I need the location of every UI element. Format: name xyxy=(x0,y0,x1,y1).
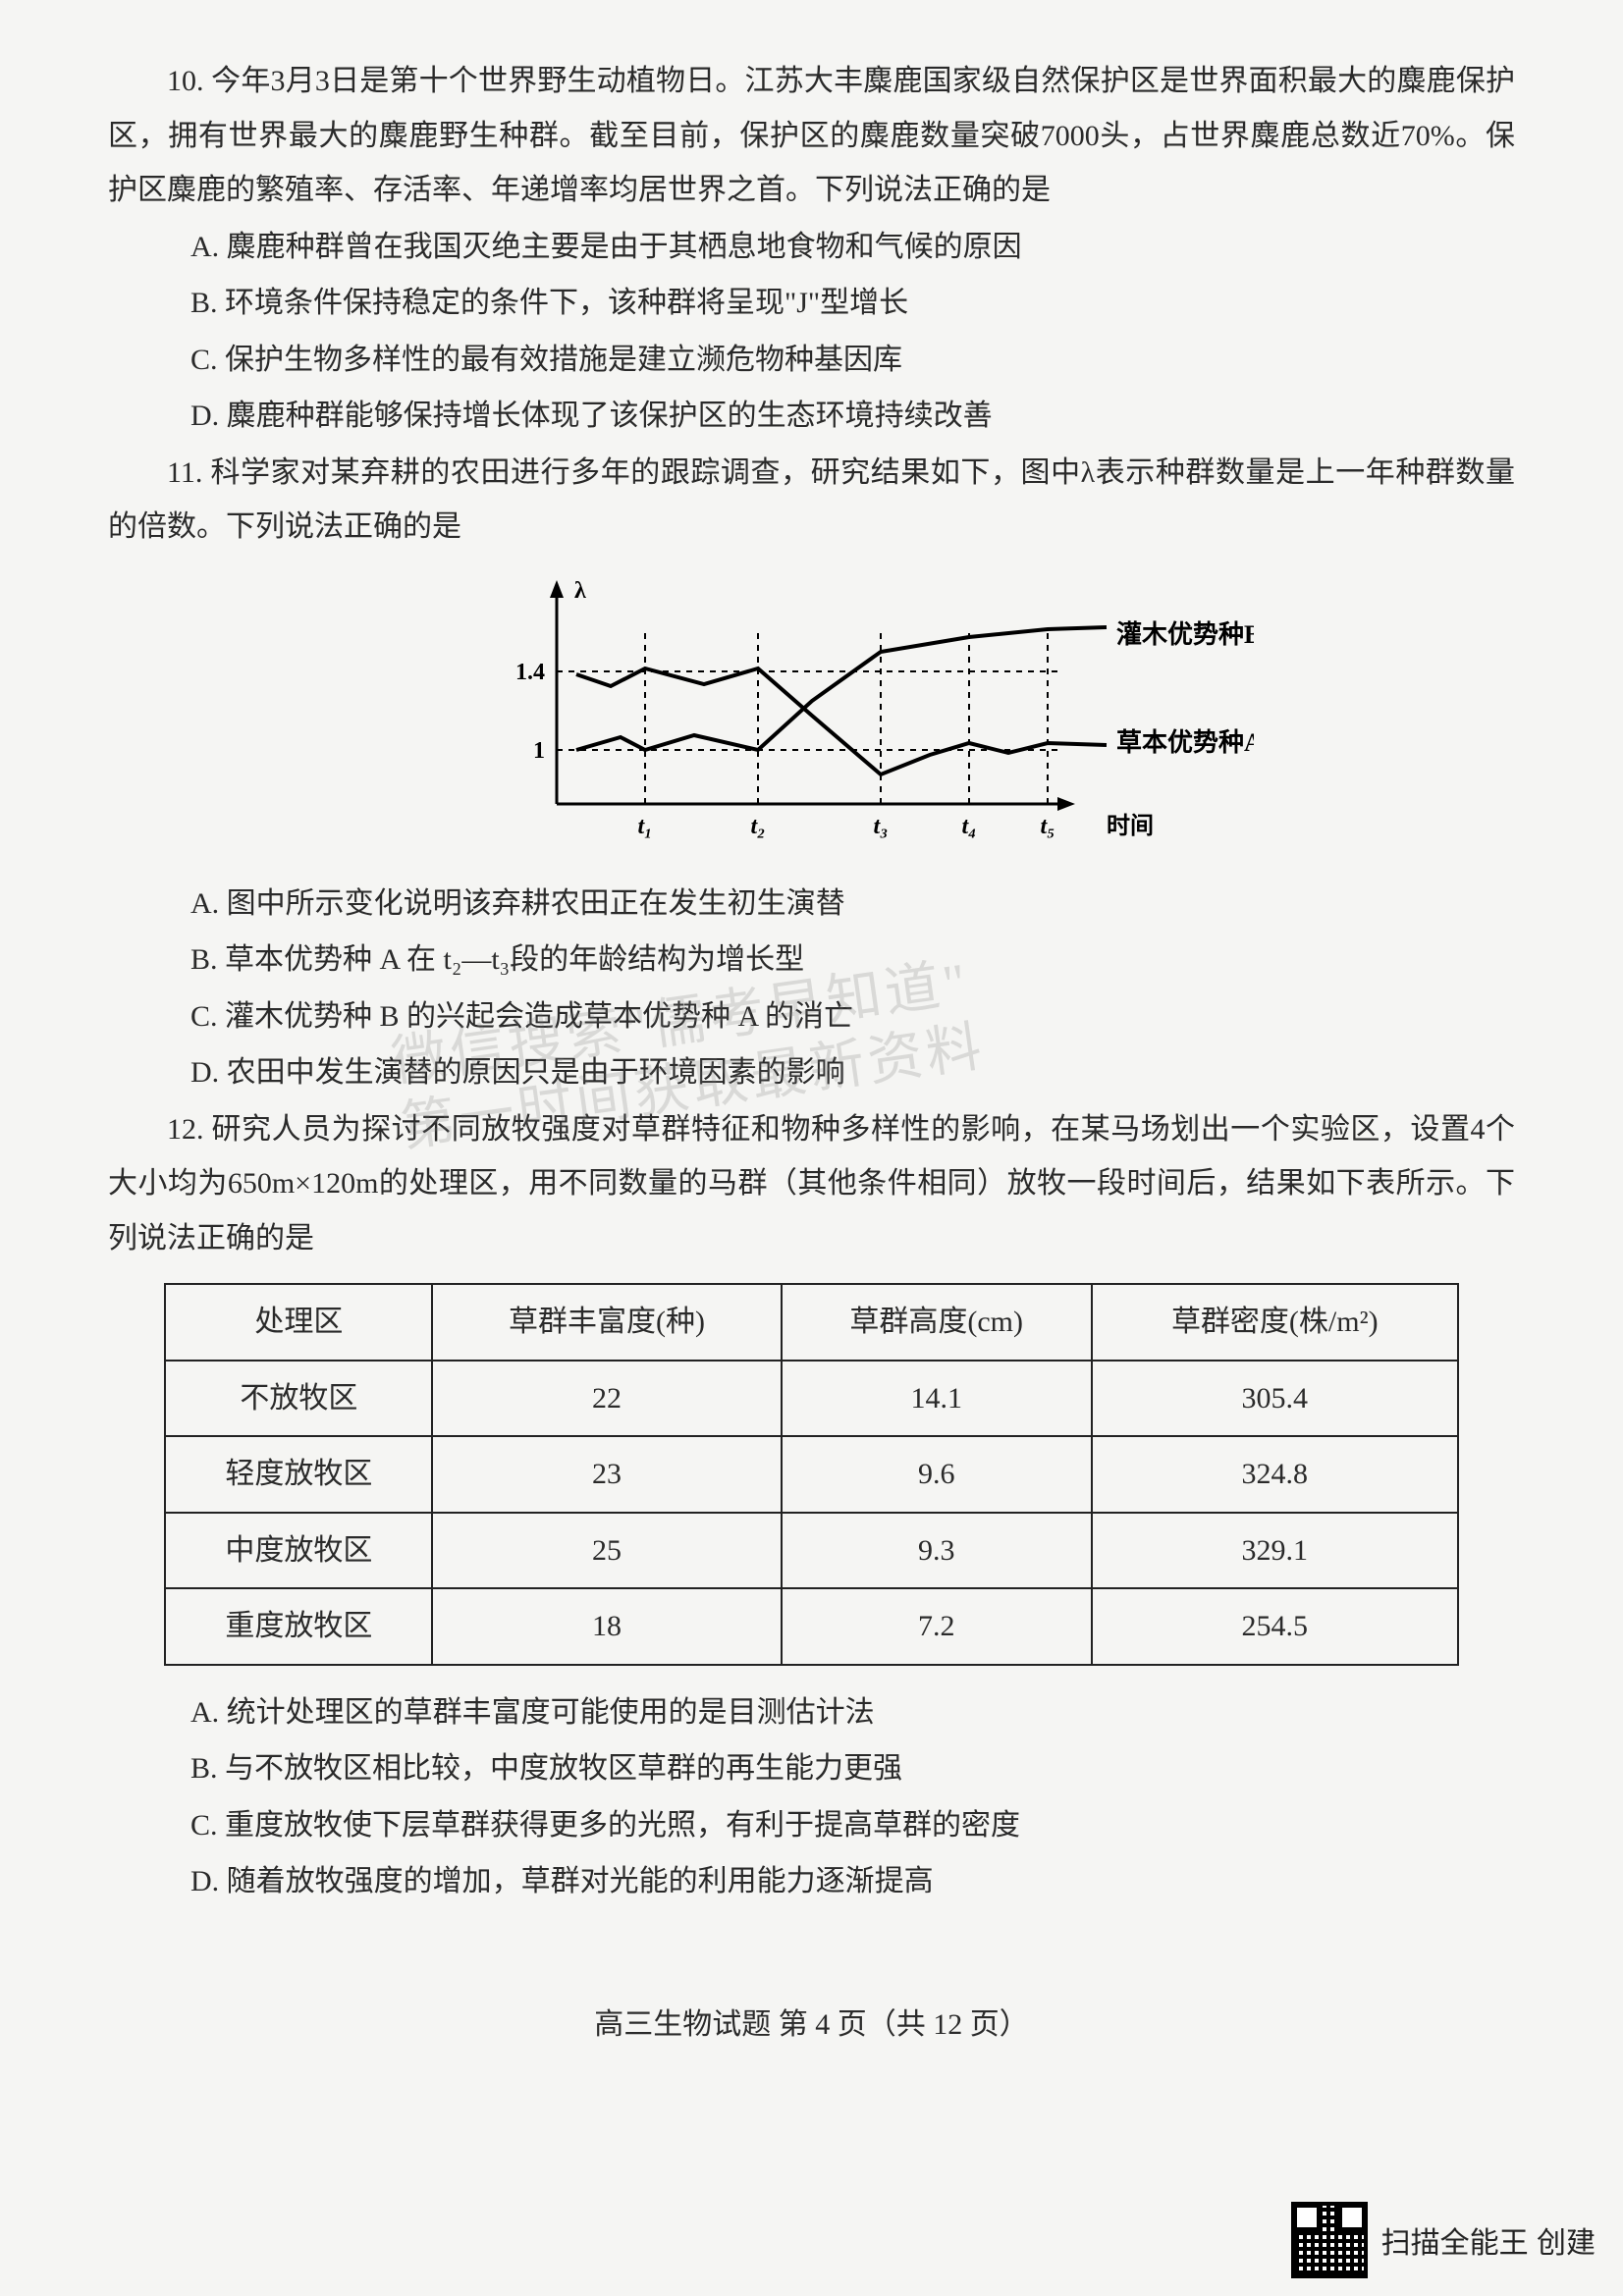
table-cell: 324.8 xyxy=(1092,1436,1458,1513)
q11-stem: 11. 科学家对某弃耕的农田进行多年的跟踪调查，研究结果如下，图中λ表示种群数量… xyxy=(108,446,1515,555)
q11-option-c: C. 灌木优势种 B 的兴起会造成草本优势种 A 的消亡 xyxy=(108,989,1515,1044)
q11-option-a: A. 图中所示变化说明该弃耕农田正在发生初生演替 xyxy=(108,877,1515,932)
table-row: 轻度放牧区239.6324.8 xyxy=(165,1436,1457,1513)
q12-option-b: B. 与不放牧区相比较，中度放牧区草群的再生能力更强 xyxy=(108,1741,1515,1796)
svg-text:t₁: t₁ xyxy=(637,814,652,839)
q11-chart-wrap: 1 1.4 λ t₁ t₂ t₃ t₄ t₅ 时间 灌木优势种B 草本优势种A xyxy=(108,568,1515,863)
svg-text:t₅: t₅ xyxy=(1040,814,1055,839)
table-row: 中度放牧区259.3329.1 xyxy=(165,1513,1457,1589)
table-cell: 22 xyxy=(432,1361,781,1437)
table-cell: 14.1 xyxy=(782,1361,1092,1437)
q12-option-c: C. 重度放牧使下层草群获得更多的光照，有利于提高草群的密度 xyxy=(108,1798,1515,1853)
page-footer: 高三生物试题 第 4 页（共 12 页） xyxy=(108,1998,1515,2053)
svg-text:λ: λ xyxy=(574,578,586,604)
chart-svg: 1 1.4 λ t₁ t₂ t₃ t₄ t₅ 时间 灌木优势种B 草本优势种A xyxy=(508,568,1254,863)
qr-label: 扫描全能王 创建 xyxy=(1381,2218,1596,2262)
q10-stem: 10. 今年3月3日是第十个世界野生动植物日。江苏大丰麋鹿国家级自然保护区是世界… xyxy=(108,54,1515,218)
table-cell: 254.5 xyxy=(1092,1588,1458,1665)
table-header-cell: 处理区 xyxy=(165,1284,432,1361)
q12-table: 处理区草群丰富度(种)草群高度(cm)草群密度(株/m²) 不放牧区2214.1… xyxy=(164,1283,1458,1666)
svg-text:t₄: t₄ xyxy=(961,814,976,839)
svg-text:时间: 时间 xyxy=(1107,813,1154,839)
table-cell: 18 xyxy=(432,1588,781,1665)
q10-option-d: D. 麋鹿种群能够保持增长体现了该保护区的生态环境持续改善 xyxy=(108,389,1515,444)
svg-text:灌木优势种B: 灌木优势种B xyxy=(1116,620,1254,649)
table-header-cell: 草群密度(株/m²) xyxy=(1092,1284,1458,1361)
table-cell: 中度放牧区 xyxy=(165,1513,432,1589)
q11-option-d: D. 农田中发生演替的原因只是由于环境因素的影响 xyxy=(108,1045,1515,1100)
table-header-row: 处理区草群丰富度(种)草群高度(cm)草群密度(株/m²) xyxy=(165,1284,1457,1361)
exam-page: 10. 今年3月3日是第十个世界野生动植物日。江苏大丰麋鹿国家级自然保护区是世界… xyxy=(0,0,1623,2091)
table-cell: 305.4 xyxy=(1092,1361,1458,1437)
table-header-cell: 草群高度(cm) xyxy=(782,1284,1092,1361)
table-cell: 9.6 xyxy=(782,1436,1092,1513)
table-cell: 9.3 xyxy=(782,1513,1092,1589)
table-cell: 23 xyxy=(432,1436,781,1513)
table-row: 重度放牧区187.2254.5 xyxy=(165,1588,1457,1665)
table-row: 不放牧区2214.1305.4 xyxy=(165,1361,1457,1437)
table-cell: 重度放牧区 xyxy=(165,1588,432,1665)
q10-option-a: A. 麋鹿种群曾在我国灭绝主要是由于其栖息地食物和气候的原因 xyxy=(108,220,1515,275)
q10-option-c: C. 保护生物多样性的最有效措施是建立濒危物种基因库 xyxy=(108,333,1515,388)
q11-option-b: B. 草本优势种 A 在 t₂—t₃段的年龄结构为增长型 xyxy=(108,933,1515,988)
svg-text:t₃: t₃ xyxy=(873,814,888,839)
table-cell: 轻度放牧区 xyxy=(165,1436,432,1513)
table-cell: 329.1 xyxy=(1092,1513,1458,1589)
table-cell: 25 xyxy=(432,1513,781,1589)
table-header-cell: 草群丰富度(种) xyxy=(432,1284,781,1361)
q12-stem: 12. 研究人员为探讨不同放牧强度对草群特征和物种多样性的影响，在某马场划出一个… xyxy=(108,1102,1515,1266)
q12-option-a: A. 统计处理区的草群丰富度可能使用的是目测估计法 xyxy=(108,1685,1515,1740)
q10-option-b: B. 环境条件保持稳定的条件下，该种群将呈现"J"型增长 xyxy=(108,276,1515,331)
qr-code-icon xyxy=(1291,2202,1368,2278)
qr-area: 扫描全能王 创建 xyxy=(1291,2202,1596,2278)
svg-text:1.4: 1.4 xyxy=(515,660,545,685)
svg-text:1: 1 xyxy=(533,738,545,764)
table-cell: 7.2 xyxy=(782,1588,1092,1665)
table-body: 不放牧区2214.1305.4轻度放牧区239.6324.8中度放牧区259.3… xyxy=(165,1361,1457,1665)
svg-text:草本优势种A: 草本优势种A xyxy=(1116,728,1254,757)
table-cell: 不放牧区 xyxy=(165,1361,432,1437)
q12-option-d: D. 随着放牧强度的增加，草群对光能的利用能力逐渐提高 xyxy=(108,1854,1515,1909)
svg-text:t₂: t₂ xyxy=(750,814,765,839)
q11-chart: 11.4λt₁t₂t₃t₄t₅时间灌木优势种B草本优势种A xyxy=(508,568,1116,863)
